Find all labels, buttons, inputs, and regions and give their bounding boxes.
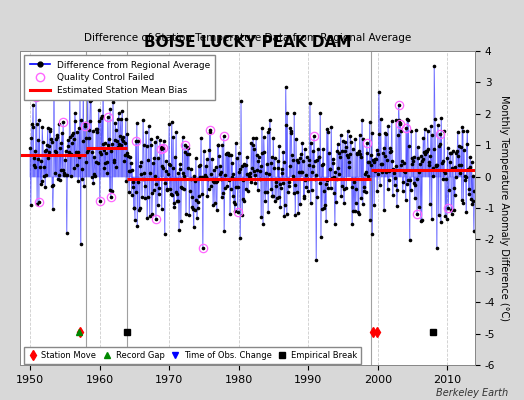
Title: BOISE LUCKY PEAK DAM: BOISE LUCKY PEAK DAM [144, 34, 351, 50]
Legend: Station Move, Record Gap, Time of Obs. Change, Empirical Break: Station Move, Record Gap, Time of Obs. C… [24, 347, 361, 364]
Text: Difference of Station Temperature Data from Regional Average: Difference of Station Temperature Data f… [84, 33, 411, 43]
Y-axis label: Monthly Temperature Anomaly Difference (°C): Monthly Temperature Anomaly Difference (… [499, 95, 509, 321]
Text: Berkeley Earth: Berkeley Earth [436, 388, 508, 398]
